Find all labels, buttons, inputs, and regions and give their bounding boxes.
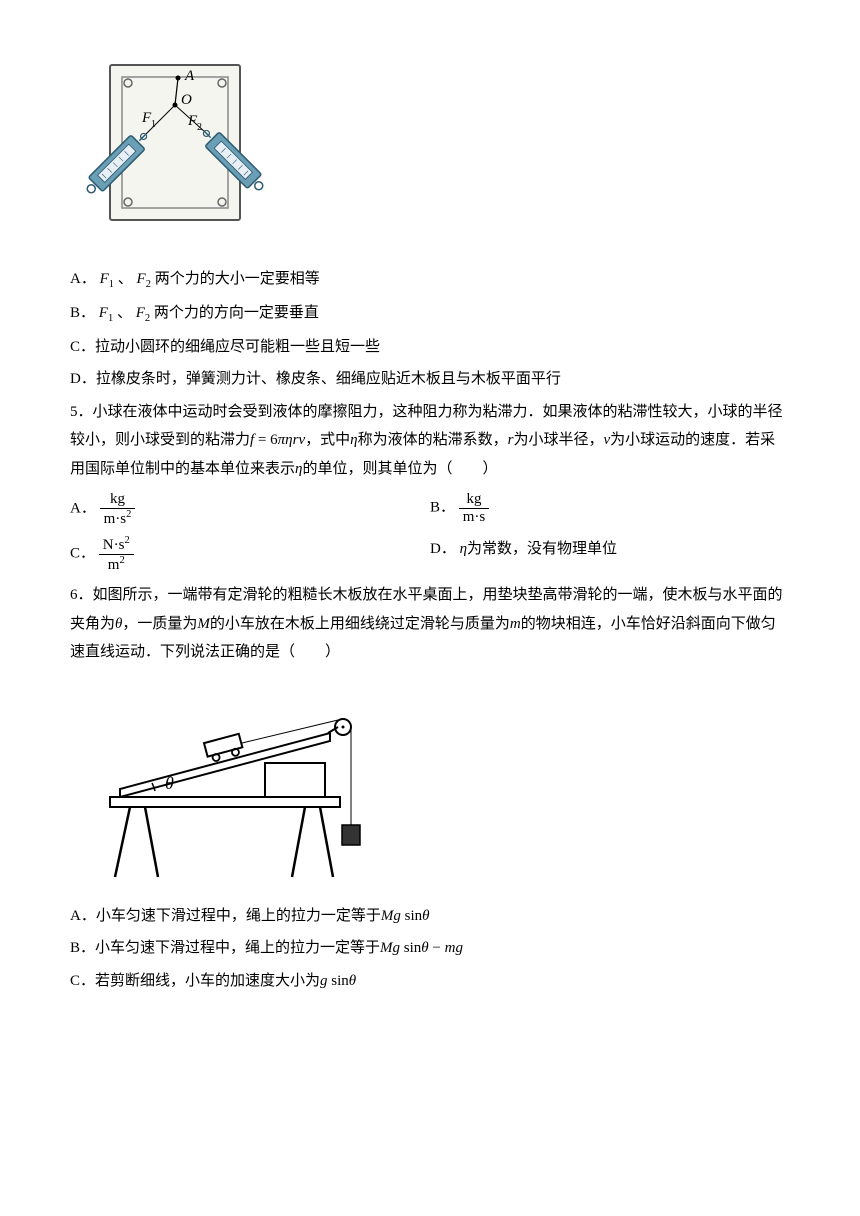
svg-text:A: A bbox=[184, 68, 195, 84]
option-prefix: A． bbox=[70, 271, 96, 287]
q4-option-c: C．拉动小圆环的细绳应尽可能粗一些且短一些 bbox=[70, 333, 790, 362]
option-prefix: A． bbox=[70, 501, 96, 517]
q5-option-c: C． N·s2 m2 bbox=[70, 535, 430, 573]
option-prefix: B． bbox=[430, 500, 455, 516]
q5-option-b: B． kg m·s bbox=[430, 491, 790, 527]
spring-scale-diagram: A O F 1 F 2 bbox=[70, 60, 290, 250]
q5-text2: ，式中 bbox=[305, 432, 350, 448]
q6-option-a: A．小车匀速下滑过程中，绳上的拉力一定等于Mg sinθ bbox=[70, 902, 790, 931]
svg-text:2: 2 bbox=[197, 122, 202, 133]
q4-option-b: B． F1 、 F2 两个力的方向一定要垂直 bbox=[70, 299, 790, 329]
option-text: 拉动小圆环的细绳应尽可能粗一些且短一些 bbox=[95, 339, 380, 355]
option-text: 为常数，没有物理单位 bbox=[467, 541, 617, 557]
q5-options-row1: A． kg m·s2 B． kg m·s bbox=[70, 487, 790, 531]
q6-stem: 6．如图所示，一端带有定滑轮的粗糙长木板放在水平桌面上，用垫块垫高带滑轮的一端，… bbox=[70, 581, 790, 667]
frac-den: m·s bbox=[459, 509, 490, 526]
question-number: 6． bbox=[70, 587, 93, 603]
svg-text:1: 1 bbox=[151, 119, 156, 130]
option-text: 拉橡皮条时，弹簧测力计、橡皮条、细绳应贴近木板且与木板平面平行 bbox=[96, 371, 561, 387]
q5-text4: 为小球半径， bbox=[513, 432, 603, 448]
option-text: 两个力的方向一定要垂直 bbox=[154, 305, 319, 321]
inclined-plank-diagram: θ bbox=[70, 677, 410, 887]
q5-stem: 5．小球在液体中运动时会受到液体的摩擦阻力，这种阻力称为粘滞力．如果液体的粘滞性… bbox=[70, 398, 790, 484]
option-prefix: D． bbox=[430, 541, 456, 557]
option-prefix: B． bbox=[70, 305, 95, 321]
figure-spring-scales: A O F 1 F 2 bbox=[70, 60, 790, 250]
option-prefix: B． bbox=[70, 940, 95, 956]
option-text: 若剪断细线，小车的加速度大小为 bbox=[95, 973, 320, 989]
q4-option-a: A． F1 、 F2 两个力的大小一定要相等 bbox=[70, 265, 790, 295]
q5-option-a: A． kg m·s2 bbox=[70, 491, 430, 527]
frac-num: kg bbox=[100, 491, 136, 509]
q5-options-row2: C． N·s2 m2 D． η为常数，没有物理单位 bbox=[70, 531, 790, 577]
q6-M: M bbox=[197, 616, 210, 632]
figure-inclined-plank: θ bbox=[70, 677, 790, 887]
q5-text6: 的单位，则其单位为（ ） bbox=[302, 461, 497, 477]
q5-text3: 称为液体的粘滞系数， bbox=[358, 432, 508, 448]
q6-text2: ，一质量为 bbox=[122, 616, 197, 632]
q4-option-d: D．拉橡皮条时，弹簧测力计、橡皮条、细绳应贴近木板且与木板平面平行 bbox=[70, 365, 790, 394]
frac-num: kg bbox=[459, 491, 490, 509]
option-text: 两个力的大小一定要相等 bbox=[155, 271, 320, 287]
q6-option-b: B．小车匀速下滑过程中，绳上的拉力一定等于Mg sinθ − mg bbox=[70, 934, 790, 963]
question-number: 5． bbox=[70, 404, 93, 420]
q5-option-d: D． η为常数，没有物理单位 bbox=[430, 535, 790, 573]
q6-option-c: C．若剪断细线，小车的加速度大小为g sinθ bbox=[70, 967, 790, 996]
q5-eta: η bbox=[350, 432, 357, 448]
option-text: 、 bbox=[118, 271, 133, 287]
option-prefix: C． bbox=[70, 339, 95, 355]
option-prefix: C． bbox=[70, 546, 95, 562]
option-prefix: D． bbox=[70, 371, 96, 387]
q6-m: m bbox=[510, 616, 521, 632]
option-text: 小车匀速下滑过程中，绳上的拉力一定等于 bbox=[95, 940, 380, 956]
svg-text:O: O bbox=[181, 92, 192, 108]
svg-text:θ: θ bbox=[165, 773, 174, 793]
option-prefix: A． bbox=[70, 908, 96, 924]
option-text: 、 bbox=[117, 305, 132, 321]
option-text: 小车匀速下滑过程中，绳上的拉力一定等于 bbox=[96, 908, 381, 924]
q6-text3: 的小车放在木板上用细线绕过定滑轮与质量为 bbox=[210, 616, 510, 632]
option-prefix: C． bbox=[70, 973, 95, 989]
